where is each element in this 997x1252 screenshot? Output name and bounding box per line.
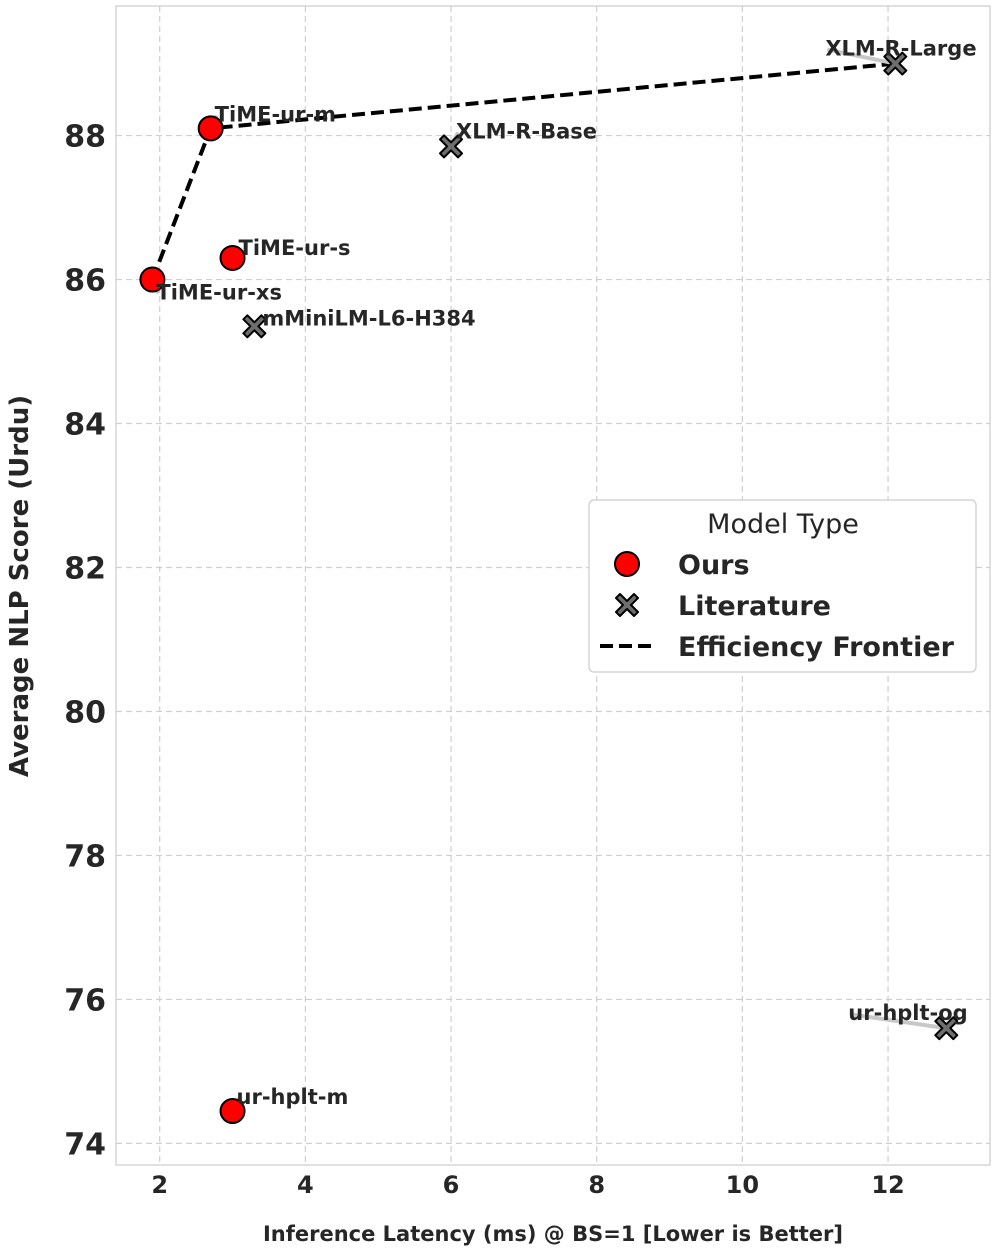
y-tick-label: 82 bbox=[64, 552, 106, 587]
point-label-time-ur-s: TiME-ur-s bbox=[239, 236, 351, 260]
point-label-time-ur-m: TiME-ur-m bbox=[215, 102, 336, 126]
legend-frontier-label: Efficiency Frontier bbox=[678, 632, 955, 663]
x-tick-labels: 2 4 6 8 10 12 bbox=[151, 1171, 904, 1199]
legend-ours-label: Ours bbox=[678, 550, 750, 581]
legend: Model Type Ours Literature Efficiency Fr… bbox=[588, 499, 977, 673]
x-tick-label: 4 bbox=[297, 1171, 314, 1199]
x-tick-label: 2 bbox=[151, 1171, 168, 1199]
x-tick-label: 6 bbox=[443, 1171, 460, 1199]
grid-lines bbox=[116, 6, 990, 1165]
y-tick-label: 78 bbox=[64, 839, 106, 874]
point-xlm-r-large bbox=[883, 51, 908, 76]
y-tick-label: 88 bbox=[64, 120, 106, 155]
x-tick-label: 12 bbox=[871, 1171, 904, 1199]
x-tick-label: 10 bbox=[726, 1171, 759, 1199]
legend-title: Model Type bbox=[707, 509, 859, 540]
point-label-xlm-r-base: XLM-R-Base bbox=[456, 119, 597, 143]
point-mminilm-l6-h384 bbox=[242, 314, 267, 339]
point-label-ur-hplt-m: ur-hplt-m bbox=[237, 1085, 349, 1109]
data-points bbox=[139, 51, 959, 1125]
y-axis-title: Average NLP Score (Urdu) bbox=[5, 395, 35, 777]
y-tick-label: 74 bbox=[64, 1127, 106, 1162]
y-tick-label: 84 bbox=[64, 408, 106, 443]
point-label-mminilm-l6-h384: mMiniLM-L6-H384 bbox=[262, 306, 475, 330]
point-labels: TiME-ur-xs TiME-ur-m TiME-ur-s ur-hplt-m mMi… bbox=[156, 37, 976, 1109]
x-tick-label: 8 bbox=[588, 1171, 605, 1199]
label-connector-ur-hplt-og bbox=[850, 1012, 947, 1031]
point-ur-hplt-m bbox=[219, 1098, 246, 1125]
legend-literature-label: Literature bbox=[678, 591, 831, 622]
point-xlm-r-base bbox=[439, 134, 464, 159]
point-ur-hplt-og bbox=[934, 1016, 959, 1041]
legend-literature-marker bbox=[615, 593, 639, 617]
point-label-ur-hplt-og: ur-hplt-og bbox=[848, 1001, 967, 1025]
plot-frame bbox=[115, 5, 991, 1166]
label-connector-xlm-r-large bbox=[826, 47, 896, 66]
y-tick-label: 86 bbox=[64, 264, 106, 299]
point-time-ur-m bbox=[197, 115, 224, 142]
y-tick-label: 76 bbox=[64, 983, 106, 1018]
point-time-ur-xs bbox=[139, 266, 166, 293]
legend-ours-marker bbox=[614, 551, 640, 577]
y-tick-label: 80 bbox=[64, 695, 106, 730]
point-time-ur-s bbox=[219, 244, 246, 271]
point-label-time-ur-xs: TiME-ur-xs bbox=[156, 281, 282, 305]
point-label-xlm-r-large: XLM-R-Large bbox=[825, 37, 976, 61]
legend-box bbox=[588, 499, 977, 673]
x-axis-title: Inference Latency (ms) @ BS=1 [Lower is … bbox=[263, 1222, 843, 1246]
y-tick-labels: 74 76 78 80 82 84 86 88 bbox=[64, 120, 106, 1163]
